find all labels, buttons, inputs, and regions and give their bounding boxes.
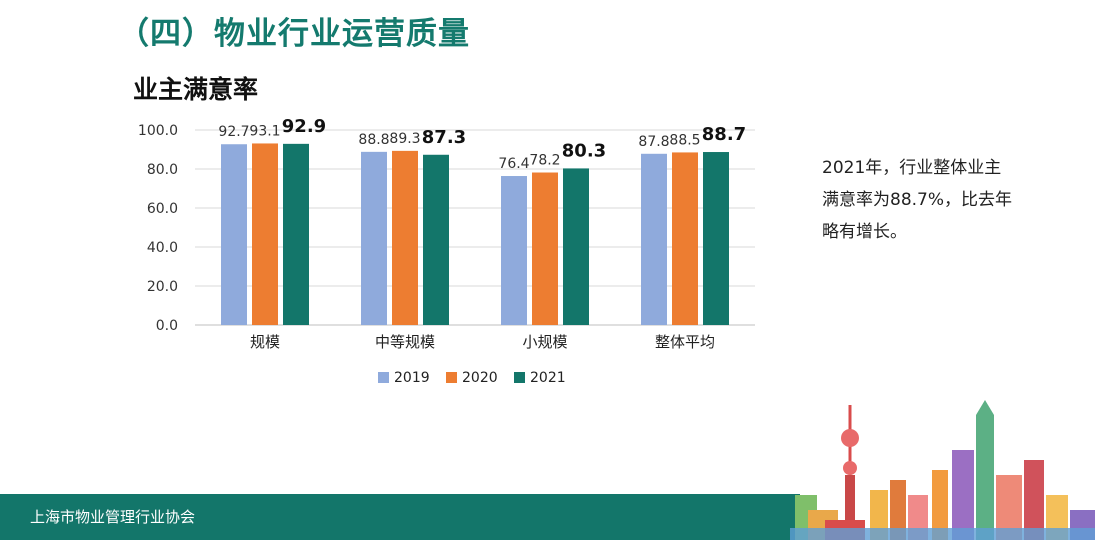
data-label: 76.4 [498, 156, 529, 172]
data-label: 89.3 [389, 131, 420, 147]
data-label: 92.7 [218, 124, 249, 140]
x-tick-label: 规模 [250, 333, 280, 351]
y-tick-label: 40.0 [147, 240, 178, 256]
chart-data-labels: 92.7 93.1 92.9 88.8 89.3 87.3 76.4 78.2 80.3 87.8… [218, 116, 746, 172]
y-tick-label: 60.0 [147, 201, 178, 217]
data-label: 87.3 [422, 127, 466, 148]
chart-bars [221, 143, 729, 325]
bar [532, 172, 558, 325]
bar [221, 144, 247, 325]
y-tick-label: 20.0 [147, 279, 178, 295]
data-label: 80.3 [562, 140, 606, 161]
chart-gridlines [195, 129, 755, 287]
bar [672, 152, 698, 325]
legend-swatch [514, 372, 525, 383]
chart-title: 业主满意率 [133, 75, 259, 104]
x-tick-label: 中等规模 [375, 333, 435, 351]
bar [641, 153, 667, 325]
bar [563, 168, 589, 325]
bar [252, 143, 278, 325]
x-tick-label: 小规模 [522, 333, 567, 351]
data-label: 87.8 [638, 134, 669, 150]
bar [703, 152, 729, 325]
page-title: （四）物业行业运营质量 [118, 16, 470, 52]
legend-swatch [446, 372, 457, 383]
city-skyline-illustration [790, 400, 1095, 540]
legend-label: 2021 [530, 370, 566, 386]
legend-swatch [378, 372, 389, 383]
bar [392, 150, 418, 325]
x-tick-label: 整体平均 [655, 333, 715, 351]
data-label: 92.9 [282, 116, 326, 137]
legend-label: 2019 [394, 370, 430, 386]
chart-legend: 2019 2020 2021 [378, 370, 566, 386]
legend-label: 2020 [462, 370, 498, 386]
data-label: 78.2 [529, 153, 560, 169]
bar [283, 143, 309, 325]
y-tick-label: 0.0 [156, 318, 178, 334]
bar [501, 176, 527, 325]
data-label: 88.5 [669, 132, 700, 148]
footer-bar: 上海市物业管理行业协会 [0, 494, 800, 540]
footer-organization: 上海市物业管理行业协会 [30, 508, 196, 526]
y-tick-label: 80.0 [147, 162, 178, 178]
data-label: 93.1 [249, 123, 280, 139]
data-label: 88.7 [702, 124, 746, 145]
summary-note: 2021年，行业整体业主满意率为88.7%，比去年略有增长。 [822, 158, 1013, 242]
bar [423, 154, 449, 325]
y-tick-label: 100.0 [138, 123, 178, 139]
bar [361, 151, 387, 325]
data-label: 88.8 [358, 132, 389, 148]
